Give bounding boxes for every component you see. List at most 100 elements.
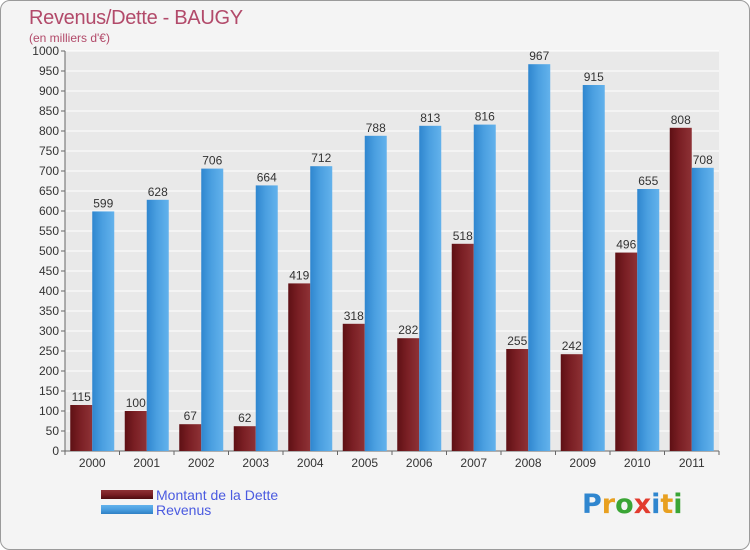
proxiti-logo: Proxiti bbox=[582, 489, 683, 520]
data-label-revenue: 664 bbox=[257, 170, 277, 184]
bar-debt bbox=[669, 127, 692, 452]
bar-revenue bbox=[92, 211, 115, 451]
y-tick-label: 200 bbox=[39, 364, 59, 378]
data-label-debt: 115 bbox=[72, 390, 91, 404]
logo-letter: i bbox=[673, 489, 683, 520]
y-tick-label: 500 bbox=[39, 244, 59, 258]
y-tick-label: 150 bbox=[39, 384, 59, 398]
x-tick-label: 2002 bbox=[188, 456, 215, 470]
bar-revenue bbox=[364, 135, 387, 452]
y-tick-label: 250 bbox=[39, 344, 59, 358]
y-tick-label: 950 bbox=[39, 64, 59, 78]
data-label-debt: 419 bbox=[289, 268, 309, 282]
bar-revenue bbox=[310, 166, 333, 451]
data-label-revenue: 599 bbox=[93, 196, 113, 210]
x-tick-label: 2003 bbox=[242, 456, 269, 470]
chart-subtitle: (en milliers d'€) bbox=[29, 31, 110, 45]
bar-debt bbox=[397, 338, 420, 451]
x-tick-label: 2005 bbox=[351, 456, 378, 470]
y-tick-label: 1000 bbox=[32, 44, 59, 58]
bar-revenue bbox=[691, 167, 714, 452]
y-tick-label: 50 bbox=[46, 424, 60, 438]
legend-label-revenue: Revenus bbox=[156, 501, 212, 518]
data-label-debt: 496 bbox=[616, 238, 636, 252]
logo-letter: x bbox=[633, 489, 652, 520]
bar-debt bbox=[70, 405, 93, 451]
x-tick-label: 2010 bbox=[624, 456, 651, 470]
legend-item-revenue: Revenus bbox=[101, 501, 278, 518]
legend-swatch-revenue bbox=[101, 505, 153, 514]
bar-revenue bbox=[473, 124, 496, 451]
y-tick-label: 800 bbox=[39, 124, 59, 138]
bar-revenue bbox=[201, 168, 224, 451]
bar-debt bbox=[233, 426, 256, 451]
data-label-revenue: 813 bbox=[420, 111, 440, 125]
data-label-debt: 255 bbox=[507, 334, 527, 348]
data-label-revenue: 708 bbox=[693, 153, 713, 167]
legend-label-debt: Montant de la Dette bbox=[156, 486, 279, 503]
bar-debt bbox=[342, 323, 365, 451]
y-tick-label: 400 bbox=[39, 284, 59, 298]
legend-swatch-debt bbox=[101, 490, 153, 499]
legend: Montant de la Dette Revenus bbox=[101, 486, 279, 518]
bar-debt bbox=[506, 349, 529, 451]
y-tick-label: 750 bbox=[39, 144, 59, 158]
bar-debt bbox=[560, 354, 583, 451]
y-tick-label: 300 bbox=[39, 324, 59, 338]
y-tick-label: 350 bbox=[39, 304, 59, 318]
x-tick-label: 2004 bbox=[297, 456, 324, 470]
data-label-debt: 282 bbox=[398, 323, 418, 337]
bar-revenue bbox=[637, 189, 660, 451]
bar-revenue bbox=[146, 199, 169, 451]
logo-letter: r bbox=[601, 489, 616, 520]
x-tick-label: 2001 bbox=[133, 456, 160, 470]
data-label-revenue: 816 bbox=[475, 110, 495, 124]
y-tick-label: 100 bbox=[39, 404, 59, 418]
y-tick-label: 0 bbox=[52, 444, 59, 458]
data-label-revenue: 706 bbox=[202, 154, 222, 168]
data-label-revenue: 788 bbox=[366, 121, 386, 135]
bar-revenue bbox=[255, 185, 278, 451]
bar-revenue bbox=[419, 125, 442, 452]
bar-revenue bbox=[582, 85, 605, 451]
x-tick-label: 2011 bbox=[679, 456, 705, 470]
bar-debt bbox=[124, 411, 147, 451]
data-label-debt: 808 bbox=[671, 113, 691, 127]
data-label-debt: 67 bbox=[184, 409, 198, 423]
bar-debt bbox=[288, 283, 311, 451]
logo-letter: i bbox=[651, 489, 661, 520]
logo-letter: t bbox=[660, 489, 674, 520]
y-tick-label: 450 bbox=[39, 264, 59, 278]
data-label-debt: 62 bbox=[238, 411, 252, 425]
data-label-revenue: 712 bbox=[311, 151, 331, 165]
y-tick-label: 600 bbox=[39, 204, 59, 218]
logo-letter: o bbox=[615, 489, 634, 520]
bar-debt bbox=[179, 424, 202, 451]
bar-debt bbox=[615, 252, 638, 451]
data-label-debt: 518 bbox=[453, 229, 473, 243]
data-label-revenue: 915 bbox=[584, 70, 604, 84]
legend-item-debt: Montant de la Dette bbox=[101, 486, 279, 503]
bar-debt bbox=[451, 243, 474, 451]
x-tick-label: 2007 bbox=[460, 456, 487, 470]
x-tick-label: 2008 bbox=[515, 456, 542, 470]
bar-revenue bbox=[528, 64, 551, 451]
y-tick-label: 550 bbox=[39, 224, 59, 238]
data-label-revenue: 967 bbox=[529, 49, 549, 63]
y-tick-label: 850 bbox=[39, 104, 59, 118]
x-tick-label: 2006 bbox=[406, 456, 433, 470]
data-label-revenue: 628 bbox=[148, 185, 168, 199]
data-label-debt: 242 bbox=[562, 339, 582, 353]
chart-title: Revenus/Dette - BAUGY bbox=[29, 7, 243, 29]
y-tick-label: 700 bbox=[39, 164, 59, 178]
logo-letter: P bbox=[582, 489, 602, 520]
y-tick-label: 650 bbox=[39, 184, 59, 198]
x-tick-label: 2009 bbox=[569, 456, 596, 470]
data-label-debt: 318 bbox=[344, 309, 364, 323]
data-label-revenue: 655 bbox=[638, 174, 658, 188]
y-tick-label: 900 bbox=[39, 84, 59, 98]
x-tick-label: 2000 bbox=[79, 456, 106, 470]
data-label-debt: 100 bbox=[126, 396, 146, 410]
